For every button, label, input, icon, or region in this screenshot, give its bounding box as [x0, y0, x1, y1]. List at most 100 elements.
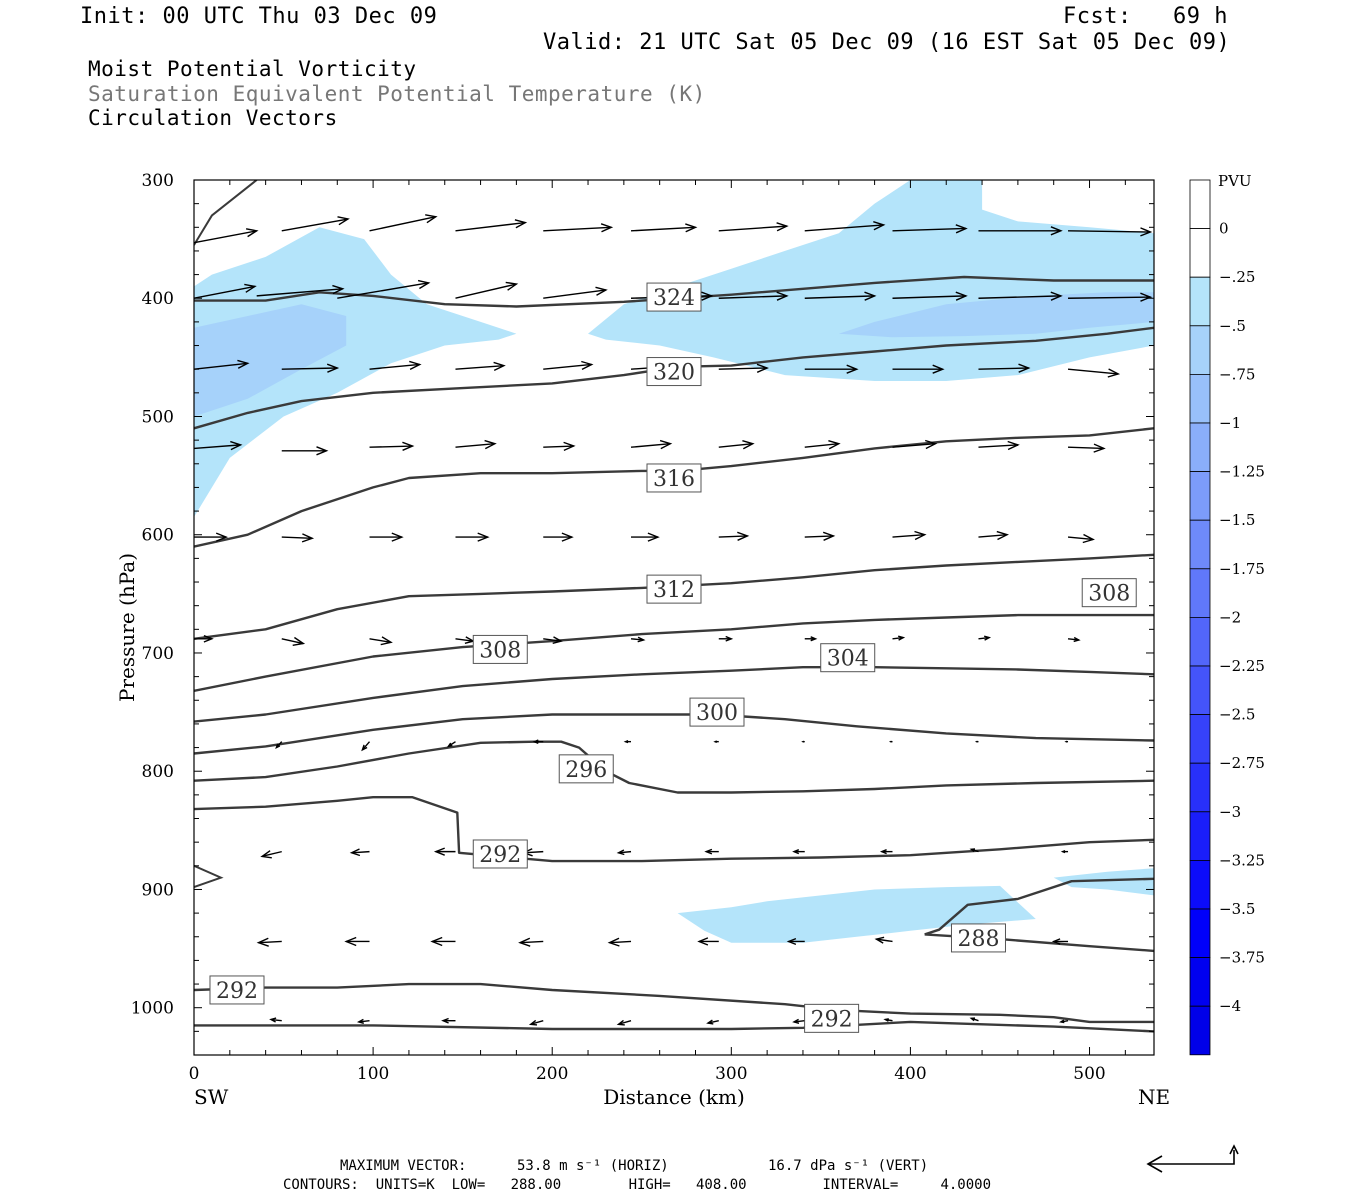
circulation-vector	[892, 291, 968, 301]
endpoint-sw: SW	[194, 1085, 229, 1109]
vector-shaft	[530, 1020, 544, 1025]
x-tick-label: 300	[715, 1064, 747, 1084]
vector-head	[1140, 292, 1153, 302]
colorbar-level-label: −1.5	[1219, 511, 1255, 529]
vector-shaft	[804, 224, 884, 232]
field-title-theta: Saturation Equivalent Potential Temperat…	[88, 82, 706, 106]
circulation-vector	[369, 532, 404, 542]
vector-head	[704, 848, 713, 855]
colorbar-swatch	[1189, 471, 1211, 521]
colorbar-level-label: −.75	[1219, 365, 1255, 383]
x-tick-label: 200	[536, 1064, 568, 1084]
vector-head	[792, 1018, 800, 1024]
y-axis-title: Pressure (hPa)	[115, 553, 139, 702]
vector-head	[561, 532, 574, 542]
circulation-vector	[194, 359, 250, 370]
vector-head	[409, 360, 422, 371]
vector-head	[595, 286, 608, 296]
vector-shaft	[630, 226, 696, 232]
circulation-vector	[455, 361, 506, 372]
colorbar-swatch	[1189, 617, 1211, 667]
theta-contour-unlabeled	[194, 1020, 1154, 1033]
vector-head	[607, 937, 620, 947]
colorbar-level-label: −.25	[1219, 268, 1255, 286]
contour-label: 324	[653, 286, 695, 311]
circulation-vector	[718, 635, 734, 642]
circulation-vector	[455, 636, 476, 644]
contour-label-box	[209, 975, 265, 1005]
vector-head	[563, 441, 576, 452]
vector-head	[974, 740, 978, 743]
circulation-vector	[194, 634, 214, 643]
vector-head	[616, 1019, 625, 1026]
vector-head	[955, 224, 968, 234]
vector-shaft	[455, 364, 504, 370]
vector-shaft	[1067, 536, 1094, 541]
vector-shaft	[455, 283, 517, 299]
vector-head	[955, 291, 968, 301]
circulation-vector	[256, 937, 282, 947]
vector-head	[776, 291, 789, 301]
contour-label: 320	[653, 361, 695, 386]
circulation-vector	[337, 279, 431, 299]
vector-shaft	[281, 638, 304, 645]
vector-shaft	[194, 230, 257, 244]
vector-head	[244, 283, 257, 293]
circulation-vector	[543, 636, 564, 644]
contour-label-box	[1081, 578, 1137, 608]
vector-head	[792, 849, 800, 855]
contour-info: CONTOURS: UNITS=K LOW= 288.00 HIGH= 408.…	[283, 1177, 992, 1193]
vector-head	[532, 739, 539, 744]
colorbar-level-label: 0	[1219, 220, 1229, 238]
circulation-vector	[543, 532, 574, 542]
contour-label: 312	[653, 578, 695, 603]
vector-shaft	[630, 638, 644, 641]
field-title-vectors: Circulation Vectors	[88, 106, 338, 130]
vector-shaft	[455, 442, 495, 448]
vector-shaft	[337, 282, 429, 299]
vector-shaft	[804, 295, 875, 299]
vector-head	[685, 223, 698, 233]
contour-label-box	[804, 1003, 860, 1033]
circulation-vector	[1064, 740, 1069, 743]
circulation-vector	[518, 937, 544, 947]
colorbar-swatch	[1189, 325, 1211, 375]
circulation-vector	[804, 531, 836, 541]
theta-contour-304	[194, 666, 1154, 723]
y-tick-label: 600	[142, 526, 174, 546]
vector-shaft	[876, 938, 893, 943]
vector-head	[493, 361, 506, 372]
vector-head	[924, 439, 938, 450]
vector-shaft	[543, 445, 574, 448]
theta-contour-296	[194, 740, 1154, 794]
colorbar-swatch	[1189, 568, 1211, 618]
circulation-vector	[543, 441, 576, 452]
vector-shaft	[618, 1020, 632, 1025]
circulation-vector	[455, 219, 528, 232]
colorbar-swatch	[1189, 762, 1211, 813]
vector-shaft	[718, 442, 753, 448]
contour-label: 292	[811, 1007, 853, 1032]
circulation-vector	[281, 363, 340, 373]
pv-shade-region-3	[838, 292, 1154, 338]
reference-vector-head	[1146, 1155, 1163, 1173]
theta-contour-292	[194, 796, 1154, 863]
circulation-vector	[543, 286, 608, 299]
circulation-vector	[969, 1017, 979, 1022]
circulation-vector	[1068, 227, 1153, 237]
vector-shaft	[978, 295, 1061, 299]
vector-head	[1050, 291, 1063, 301]
circulation-vector	[804, 291, 877, 301]
colorbar-swatch	[1189, 422, 1211, 472]
circulation-vector	[275, 741, 283, 749]
x-tick-label: 400	[894, 1064, 926, 1084]
circulation-vector	[269, 1017, 282, 1023]
circulation-vector	[543, 223, 614, 233]
circulation-vector	[455, 532, 490, 542]
circulation-vector	[455, 281, 519, 299]
vector-head	[380, 636, 393, 646]
contour-label-box	[646, 574, 702, 604]
vector-shaft	[892, 227, 966, 232]
endpoint-ne: NE	[1138, 1085, 1170, 1109]
circulation-vector	[892, 635, 906, 641]
